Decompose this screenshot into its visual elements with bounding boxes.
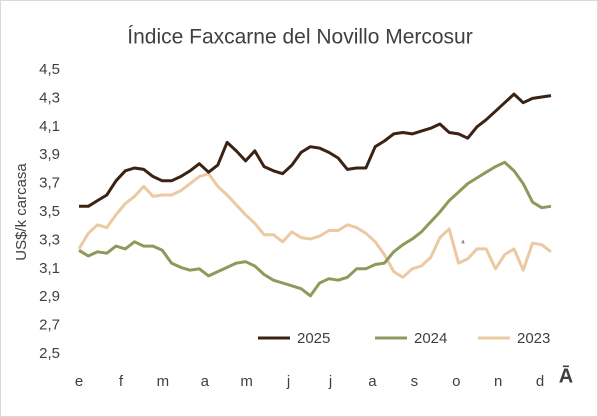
y-tick-label: 2,9 bbox=[39, 288, 60, 305]
chart-title: Índice Faxcarne del Novillo Mercosur bbox=[127, 26, 472, 49]
x-tick-label: m bbox=[240, 373, 253, 390]
x-tick-label: n bbox=[494, 373, 502, 390]
annotation: ª bbox=[462, 239, 465, 248]
legend-label: 2024 bbox=[414, 330, 447, 347]
y-tick-label: 4,3 bbox=[39, 89, 60, 106]
x-tick-label: a bbox=[368, 373, 377, 390]
y-tick-label: 3,9 bbox=[39, 146, 60, 163]
x-tick-label: j bbox=[286, 373, 290, 390]
legend-label: 2023 bbox=[517, 330, 550, 347]
legend-label: 2025 bbox=[297, 330, 330, 347]
x-tick-label: m bbox=[157, 373, 170, 390]
x-tick-label: j bbox=[328, 373, 332, 390]
y-tick-label: 3,3 bbox=[39, 231, 60, 248]
y-tick-label: 3,5 bbox=[39, 203, 60, 220]
y-tick-label: 2,5 bbox=[39, 345, 60, 362]
y-tick-label: 2,7 bbox=[39, 317, 60, 334]
x-tick-label: e bbox=[75, 373, 83, 390]
line-series bbox=[78, 160, 552, 298]
line-series bbox=[79, 92, 552, 208]
x-tick-label: d bbox=[536, 373, 544, 390]
y-tick-label: 3,1 bbox=[39, 260, 60, 277]
x-tick-label: f bbox=[119, 373, 124, 390]
y-tick-label: 4,5 bbox=[39, 61, 60, 78]
y-axis-label: US$/k carcasa bbox=[13, 163, 30, 261]
y-tick-label: 4,1 bbox=[39, 118, 60, 135]
annotation: Ā bbox=[559, 365, 573, 387]
x-tick-label: a bbox=[201, 373, 210, 390]
x-tick-label: s bbox=[411, 373, 419, 390]
y-tick-label: 3,7 bbox=[39, 175, 60, 192]
line-series bbox=[77, 172, 552, 279]
x-tick-label: o bbox=[452, 373, 460, 390]
